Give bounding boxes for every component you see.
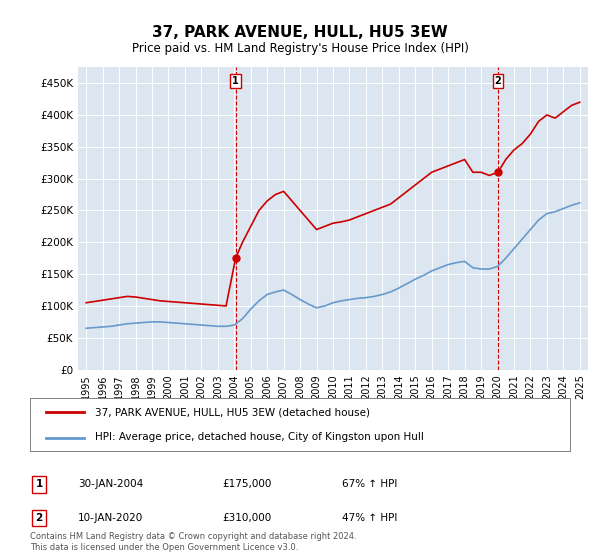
Text: 37, PARK AVENUE, HULL, HU5 3EW (detached house): 37, PARK AVENUE, HULL, HU5 3EW (detached… — [95, 408, 370, 418]
Text: 2: 2 — [35, 513, 43, 523]
Text: 67% ↑ HPI: 67% ↑ HPI — [342, 479, 397, 489]
Text: Price paid vs. HM Land Registry's House Price Index (HPI): Price paid vs. HM Land Registry's House … — [131, 42, 469, 55]
Text: Contains HM Land Registry data © Crown copyright and database right 2024.
This d: Contains HM Land Registry data © Crown c… — [30, 532, 356, 552]
Text: £310,000: £310,000 — [222, 513, 271, 523]
Text: 1: 1 — [232, 76, 239, 86]
Text: 47% ↑ HPI: 47% ↑ HPI — [342, 513, 397, 523]
Text: 37, PARK AVENUE, HULL, HU5 3EW: 37, PARK AVENUE, HULL, HU5 3EW — [152, 25, 448, 40]
Text: 1: 1 — [35, 479, 43, 489]
Text: 30-JAN-2004: 30-JAN-2004 — [78, 479, 143, 489]
Text: £175,000: £175,000 — [222, 479, 271, 489]
Text: HPI: Average price, detached house, City of Kingston upon Hull: HPI: Average price, detached house, City… — [95, 432, 424, 442]
Text: 2: 2 — [494, 76, 502, 86]
Text: 10-JAN-2020: 10-JAN-2020 — [78, 513, 143, 523]
